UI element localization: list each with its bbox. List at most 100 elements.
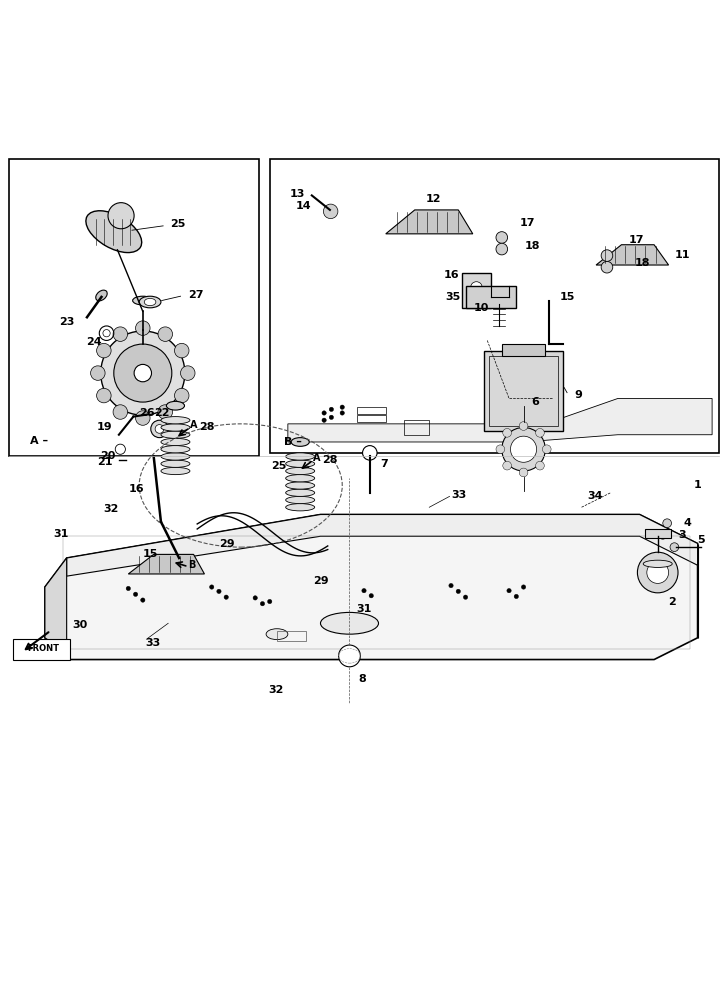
Ellipse shape (161, 431, 190, 438)
Text: 19: 19 (97, 422, 113, 432)
Ellipse shape (161, 460, 190, 467)
Circle shape (261, 602, 265, 606)
Circle shape (253, 596, 258, 600)
Ellipse shape (266, 629, 288, 640)
Circle shape (339, 645, 360, 667)
Bar (483, 351, 563, 431)
Circle shape (363, 446, 377, 460)
Circle shape (647, 562, 668, 583)
Ellipse shape (161, 417, 190, 424)
Text: 17: 17 (629, 235, 644, 245)
Circle shape (601, 250, 613, 261)
Circle shape (369, 594, 373, 598)
Circle shape (502, 427, 545, 471)
Circle shape (135, 411, 150, 425)
Text: 16: 16 (128, 484, 144, 494)
Ellipse shape (161, 424, 190, 431)
Text: 25: 25 (170, 219, 186, 229)
Polygon shape (45, 558, 67, 652)
Circle shape (456, 589, 460, 594)
Text: 10: 10 (473, 303, 489, 313)
Text: 4: 4 (683, 518, 691, 528)
Circle shape (536, 428, 545, 437)
Ellipse shape (285, 489, 314, 496)
Circle shape (158, 405, 173, 419)
Circle shape (322, 411, 326, 415)
Circle shape (155, 425, 164, 433)
FancyBboxPatch shape (13, 639, 71, 660)
Text: 9: 9 (574, 390, 582, 400)
Circle shape (340, 405, 344, 409)
Circle shape (662, 519, 671, 528)
Circle shape (510, 436, 537, 462)
Text: 3: 3 (678, 530, 687, 540)
Text: A: A (313, 453, 321, 463)
Circle shape (134, 364, 151, 382)
Bar (9, 159, 259, 456)
Text: 17: 17 (520, 218, 535, 228)
Circle shape (210, 585, 214, 589)
Circle shape (496, 243, 507, 255)
Text: 6: 6 (531, 397, 539, 407)
Circle shape (601, 261, 613, 273)
Ellipse shape (161, 438, 190, 446)
Circle shape (322, 418, 326, 422)
Text: 7: 7 (381, 459, 389, 469)
Text: 13: 13 (290, 189, 306, 199)
Text: FRONT: FRONT (28, 644, 60, 653)
Bar (357, 415, 386, 422)
Ellipse shape (644, 560, 672, 567)
Text: 32: 32 (103, 504, 118, 514)
Circle shape (114, 344, 172, 402)
Bar (465, 286, 516, 308)
Circle shape (175, 388, 189, 403)
Text: 23: 23 (60, 317, 75, 327)
Polygon shape (596, 245, 668, 265)
Text: 35: 35 (446, 292, 461, 302)
Polygon shape (45, 515, 697, 660)
Text: 28: 28 (199, 422, 214, 432)
Circle shape (514, 594, 518, 599)
Circle shape (268, 599, 272, 604)
Circle shape (108, 203, 134, 229)
Text: 22: 22 (154, 408, 169, 418)
Polygon shape (67, 515, 697, 576)
Ellipse shape (320, 612, 379, 634)
Ellipse shape (285, 504, 314, 511)
Bar (404, 420, 430, 435)
Text: 28: 28 (322, 455, 338, 465)
Text: 34: 34 (587, 491, 603, 501)
Ellipse shape (86, 211, 142, 253)
Circle shape (133, 592, 138, 596)
Bar (502, 344, 545, 356)
Circle shape (158, 327, 173, 341)
Bar (277, 631, 306, 641)
Circle shape (100, 331, 185, 415)
Text: 18: 18 (525, 241, 540, 251)
Ellipse shape (161, 446, 190, 453)
Text: 31: 31 (357, 604, 372, 614)
Circle shape (638, 552, 678, 593)
Text: 15: 15 (560, 292, 575, 302)
Text: 25: 25 (271, 461, 287, 471)
Text: 31: 31 (54, 529, 69, 539)
Bar (645, 529, 670, 538)
Circle shape (329, 407, 333, 412)
Circle shape (217, 589, 221, 594)
Polygon shape (288, 398, 712, 442)
Ellipse shape (139, 296, 161, 308)
Text: 12: 12 (426, 194, 441, 204)
Circle shape (463, 595, 467, 599)
Text: 29: 29 (219, 539, 234, 549)
Text: 26: 26 (139, 408, 155, 418)
Ellipse shape (285, 475, 314, 482)
Text: 14: 14 (296, 201, 312, 211)
Circle shape (135, 321, 150, 335)
Ellipse shape (285, 496, 314, 504)
Circle shape (362, 588, 366, 593)
Circle shape (536, 461, 545, 470)
Text: B –: B – (284, 437, 302, 447)
Circle shape (496, 445, 505, 454)
Text: 29: 29 (313, 576, 329, 586)
Ellipse shape (96, 290, 107, 301)
